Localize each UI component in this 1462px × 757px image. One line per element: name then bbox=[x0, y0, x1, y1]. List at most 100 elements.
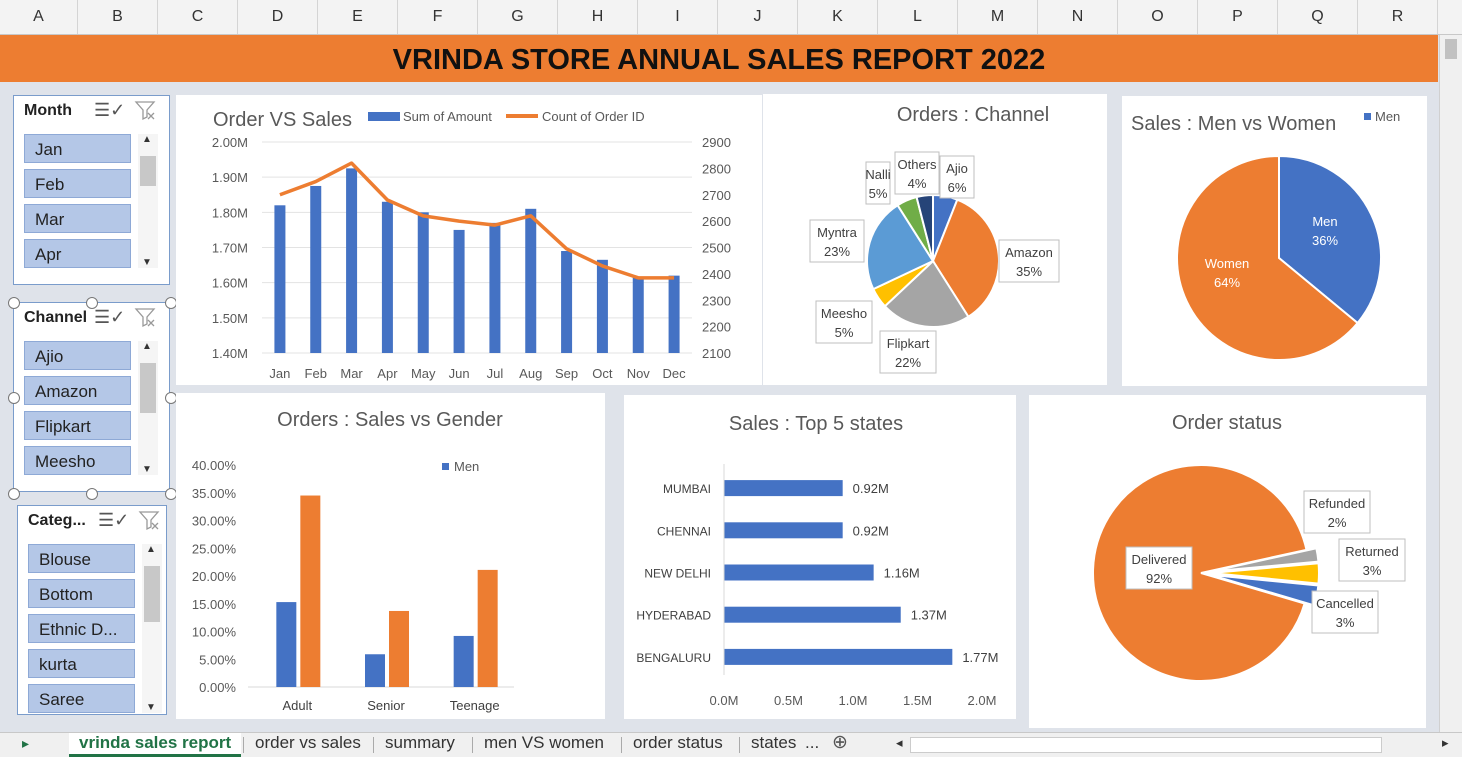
sheet-nav-arrow-icon[interactable]: ▸ bbox=[22, 735, 30, 751]
slicer-item[interactable]: Saree bbox=[28, 684, 135, 713]
column-header-p[interactable]: P bbox=[1198, 0, 1278, 34]
clear-filter-icon[interactable] bbox=[134, 99, 156, 121]
clear-filter-icon[interactable] bbox=[138, 509, 160, 531]
month-slicer[interactable]: Month ☰✓ Jan Feb Mar Apr ▲ ▼ bbox=[13, 95, 170, 285]
column-header-m[interactable]: M bbox=[958, 0, 1038, 34]
slicer-item[interactable]: Mar bbox=[24, 204, 131, 233]
column-header-i[interactable]: I bbox=[638, 0, 718, 34]
scroll-up-icon[interactable]: ▲ bbox=[142, 341, 152, 352]
channel-label: Others bbox=[897, 157, 937, 172]
scroll-up-icon[interactable]: ▲ bbox=[146, 544, 156, 555]
sheet-tab-active[interactable]: vrinda sales report bbox=[69, 733, 242, 757]
resize-handle[interactable] bbox=[8, 297, 20, 309]
scroll-thumb[interactable] bbox=[1445, 39, 1457, 59]
y2-tick-label: 2300 bbox=[702, 293, 731, 308]
y-tick-label: 0.00% bbox=[199, 680, 236, 695]
chart-title: Orders : Sales vs Gender bbox=[277, 409, 503, 431]
channel-label: 5% bbox=[869, 186, 888, 201]
status-label-box bbox=[1303, 490, 1371, 534]
sheet-tab[interactable]: order status bbox=[633, 733, 723, 752]
vertical-scrollbar[interactable] bbox=[1439, 35, 1462, 732]
column-header-c[interactable]: C bbox=[158, 0, 238, 34]
column-header-e[interactable]: E bbox=[318, 0, 398, 34]
scroll-down-icon[interactable]: ▼ bbox=[146, 702, 156, 713]
tab-separator bbox=[243, 737, 244, 753]
x-tick-label: May bbox=[411, 366, 436, 381]
column-header-r[interactable]: R bbox=[1358, 0, 1438, 34]
column-header-n[interactable]: N bbox=[1038, 0, 1118, 34]
sheet-tab[interactable]: men VS women bbox=[484, 733, 604, 752]
order-status-chart[interactable]: Order status Delivered 92% Refunded 2% Return… bbox=[1029, 395, 1426, 728]
y-tick-label: BENGALURU bbox=[636, 651, 711, 665]
top-states-chart[interactable]: Sales : Top 5 states MUMBAI 0.92M CHENNAI 0.… bbox=[624, 395, 1016, 719]
slicer-item[interactable]: Jan bbox=[24, 134, 131, 163]
data-label: 1.37M bbox=[911, 608, 947, 623]
orders-channel-chart[interactable]: Orders : Channel Ajio 6% Amazon 35% Flipkart 2… bbox=[763, 94, 1107, 385]
horizontal-scrollbar[interactable] bbox=[910, 737, 1382, 753]
resize-handle[interactable] bbox=[8, 392, 20, 404]
bar-amount-may bbox=[417, 212, 429, 353]
bar-women-senior bbox=[389, 610, 409, 687]
slicer-item[interactable]: kurta bbox=[28, 649, 135, 678]
category-slicer[interactable]: Categ... ☰✓ Blouse Bottom Ethnic D... kurta Sa… bbox=[17, 505, 167, 715]
column-header-d[interactable]: D bbox=[238, 0, 318, 34]
column-header-b[interactable]: B bbox=[78, 0, 158, 34]
slicer-scrollbar[interactable]: ▲ ▼ bbox=[142, 544, 162, 713]
slicer-item[interactable]: Bottom bbox=[28, 579, 135, 608]
column-header-j[interactable]: J bbox=[718, 0, 798, 34]
column-header-q[interactable]: Q bbox=[1278, 0, 1358, 34]
order-vs-sales-chart[interactable]: Order VS Sales Sum of Amount Count of Orde… bbox=[176, 95, 762, 385]
multi-select-icon[interactable]: ☰✓ bbox=[94, 307, 126, 327]
x-tick-label: Jun bbox=[449, 366, 470, 381]
y-tick-label: 1.40M bbox=[212, 346, 248, 361]
x-tick-label: Oct bbox=[592, 366, 613, 381]
hscroll-left-icon[interactable]: ◂ bbox=[896, 735, 903, 750]
more-tabs[interactable]: ... bbox=[805, 733, 820, 752]
sheet-tab[interactable]: order vs sales bbox=[255, 733, 361, 752]
scroll-down-icon[interactable]: ▼ bbox=[142, 464, 152, 475]
sales-vs-gender-chart[interactable]: Orders : Sales vs Gender Men 40.00% 35.00% 3… bbox=[176, 393, 605, 719]
slicer-item[interactable]: Apr bbox=[24, 239, 131, 268]
slicer-item[interactable]: Amazon bbox=[24, 376, 131, 405]
add-sheet-icon[interactable]: ⊕ bbox=[832, 732, 848, 753]
scroll-thumb[interactable] bbox=[140, 156, 156, 186]
column-header-a[interactable]: A bbox=[0, 0, 78, 34]
slicer-item[interactable]: Feb bbox=[24, 169, 131, 198]
scroll-thumb[interactable] bbox=[144, 566, 160, 622]
sheet-tab[interactable]: states bbox=[751, 733, 797, 752]
column-header-l[interactable]: L bbox=[878, 0, 958, 34]
column-header-f[interactable]: F bbox=[398, 0, 478, 34]
y-tick-label: 1.50M bbox=[212, 311, 248, 326]
slicer-item[interactable]: Ethnic D... bbox=[28, 614, 135, 643]
men-vs-women-chart[interactable]: Sales : Men vs Women Men Men 36% Women 64% bbox=[1122, 96, 1427, 386]
slicer-scrollbar[interactable]: ▲ ▼ bbox=[138, 134, 158, 268]
slicer-item[interactable]: Blouse bbox=[28, 544, 135, 573]
slicer-item[interactable]: Flipkart bbox=[24, 411, 131, 440]
resize-handle[interactable] bbox=[8, 488, 20, 500]
clear-filter-icon[interactable] bbox=[134, 306, 156, 328]
scroll-thumb[interactable] bbox=[140, 363, 156, 413]
column-header-o[interactable]: O bbox=[1118, 0, 1198, 34]
channel-label: 22% bbox=[895, 355, 921, 370]
channel-label-box bbox=[998, 239, 1060, 283]
scroll-down-icon[interactable]: ▼ bbox=[142, 257, 152, 268]
status-label: Cancelled bbox=[1316, 596, 1374, 611]
orders-channel-svg: Orders : Channel Ajio 6% Amazon 35% Flipkart 2… bbox=[809, 104, 1060, 374]
slicer-item[interactable]: Meesho bbox=[24, 446, 131, 475]
hscroll-right-icon[interactable]: ▸ bbox=[1442, 735, 1449, 750]
scroll-up-icon[interactable]: ▲ bbox=[142, 134, 152, 145]
multi-select-icon[interactable]: ☰✓ bbox=[94, 100, 126, 120]
sheet-tab[interactable]: summary bbox=[385, 733, 455, 752]
resize-handle[interactable] bbox=[86, 297, 98, 309]
column-header-k[interactable]: K bbox=[798, 0, 878, 34]
slicer-item[interactable]: Ajio bbox=[24, 341, 131, 370]
channel-slice-flipkart bbox=[883, 259, 970, 328]
column-header-h[interactable]: H bbox=[558, 0, 638, 34]
channel-slicer[interactable]: Channel ☰✓ Ajio Amazon Flipkart Meesho ▲ ▼ bbox=[13, 302, 170, 492]
x-tick-label: Apr bbox=[377, 366, 398, 381]
x-tick-label: Adult bbox=[283, 698, 313, 713]
multi-select-icon[interactable]: ☰✓ bbox=[98, 510, 130, 530]
slicer-scrollbar[interactable]: ▲ ▼ bbox=[138, 341, 158, 475]
column-header-g[interactable]: G bbox=[478, 0, 558, 34]
resize-handle[interactable] bbox=[86, 488, 98, 500]
